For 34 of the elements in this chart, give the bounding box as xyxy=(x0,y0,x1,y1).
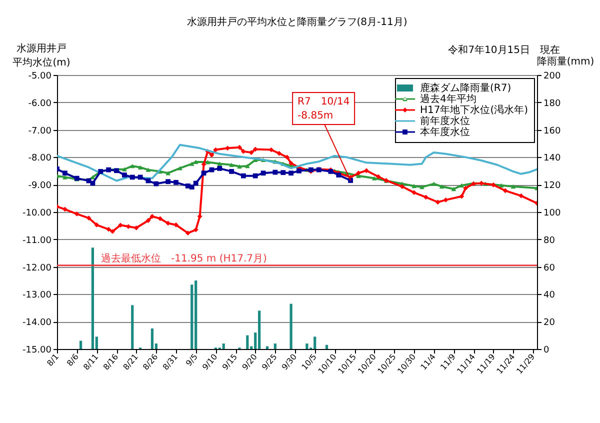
y-tick-label: -11.00 xyxy=(22,236,52,246)
y-tick-label: -10.00 xyxy=(22,208,52,218)
legend-label: 鹿森ダム降雨量(R7) xyxy=(420,82,512,94)
y2-tick-label: 180 xyxy=(544,98,561,109)
y2-tick-label: 140 xyxy=(544,154,561,164)
y-tick-label: -13.00 xyxy=(22,290,52,301)
chart-subtitle: 令和7年10月15日 現在 xyxy=(448,44,560,56)
legend-label: H17年地下水位(渇水年) xyxy=(420,104,528,116)
y2-tick-label: 200 xyxy=(544,72,561,82)
y-tick-label: -8.00 xyxy=(28,154,52,164)
annotation: R7 10/14 -8.85m xyxy=(298,96,350,122)
y-tick-label: -9.00 xyxy=(28,181,52,192)
x-tick-label: 9/5 xyxy=(184,352,200,368)
y-tick-label: -5.00 xyxy=(28,72,52,82)
chart-title: 水源用井戸の平均水位と降雨量グラフ(8月-11月) xyxy=(186,16,408,28)
y-tick-label: -12.00 xyxy=(22,263,52,274)
y2-tick-label: 40 xyxy=(544,290,556,301)
x-tick-label: 8/6 xyxy=(65,352,80,368)
y-tick-label: -14.00 xyxy=(22,318,52,328)
y2-tick-label: 160 xyxy=(544,126,561,136)
legend-label: 前年度水位 xyxy=(420,115,470,127)
legend-label: 過去4年平均 xyxy=(420,93,476,105)
y2-tick-label: 100 xyxy=(544,208,561,218)
y2-tick-label: 20 xyxy=(544,318,556,328)
y-tick-label: -6.00 xyxy=(28,98,52,109)
y2-tick-label: 80 xyxy=(544,236,556,246)
y2-axis-title: 降雨量(mm) xyxy=(536,56,594,68)
y2-tick-label: 60 xyxy=(544,263,556,274)
ref-line-label: 過去最低水位 -11.95 m (H17.7月) xyxy=(101,252,268,264)
y2-tick-label: 0 xyxy=(544,346,550,356)
y-axis-title: 水源用井戸平均水位(m) xyxy=(12,42,70,68)
y-tick-label: -7.00 xyxy=(28,126,52,136)
y2-tick-label: 120 xyxy=(544,181,561,192)
legend-label: 本年度水位 xyxy=(420,126,470,138)
